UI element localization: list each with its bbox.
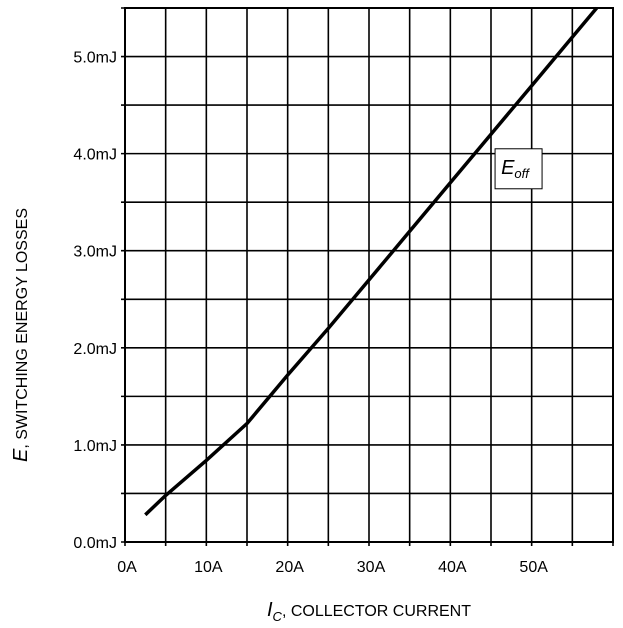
x-axis-subscript: C xyxy=(273,609,283,624)
x-tick-label: 40A xyxy=(438,559,467,576)
y-axis-symbol: E xyxy=(10,448,32,462)
y-tick-label: 3.0mJ xyxy=(73,244,117,261)
x-axis-text: , COLLECTOR CURRENT xyxy=(282,603,471,620)
x-tick-labels: 0A 10A 20A 30A 40A 50A xyxy=(117,559,548,576)
series-label-box xyxy=(494,148,543,190)
series-label-text: Eoff xyxy=(501,157,530,181)
y-axis-label: E, SWITCHING ENERGY LOSSES xyxy=(10,208,32,462)
y-tick-label: 4.0mJ xyxy=(73,147,117,164)
y-axis-text: , SWITCHING ENERGY LOSSES xyxy=(14,208,31,449)
series-layer xyxy=(144,6,599,517)
x-axis-symbol: I xyxy=(267,599,273,621)
x-axis-label: IC, COLLECTOR CURRENT xyxy=(267,599,471,624)
series-label-subscript: off xyxy=(514,166,530,181)
x-tick-label: 10A xyxy=(194,559,223,576)
series-label-eoff: Eoff xyxy=(494,148,543,190)
x-tick-label: 30A xyxy=(357,559,386,576)
series-line-eoff xyxy=(144,6,599,517)
x-tick-label: 20A xyxy=(275,559,304,576)
plot-frame xyxy=(124,7,614,543)
y-tick-label: 2.0mJ xyxy=(73,341,117,358)
y-tick-labels: 0.0mJ 1.0mJ 2.0mJ 3.0mJ 4.0mJ 5.0mJ xyxy=(73,50,117,552)
x-tick-label: 0A xyxy=(117,559,137,576)
x-tick-label: 50A xyxy=(519,559,548,576)
y-tick-label: 1.0mJ xyxy=(73,438,117,455)
y-tick-label: 5.0mJ xyxy=(73,50,117,67)
grid xyxy=(121,7,614,546)
y-tick-label: 0.0mJ xyxy=(73,535,117,552)
series-label-symbol: E xyxy=(501,157,515,179)
